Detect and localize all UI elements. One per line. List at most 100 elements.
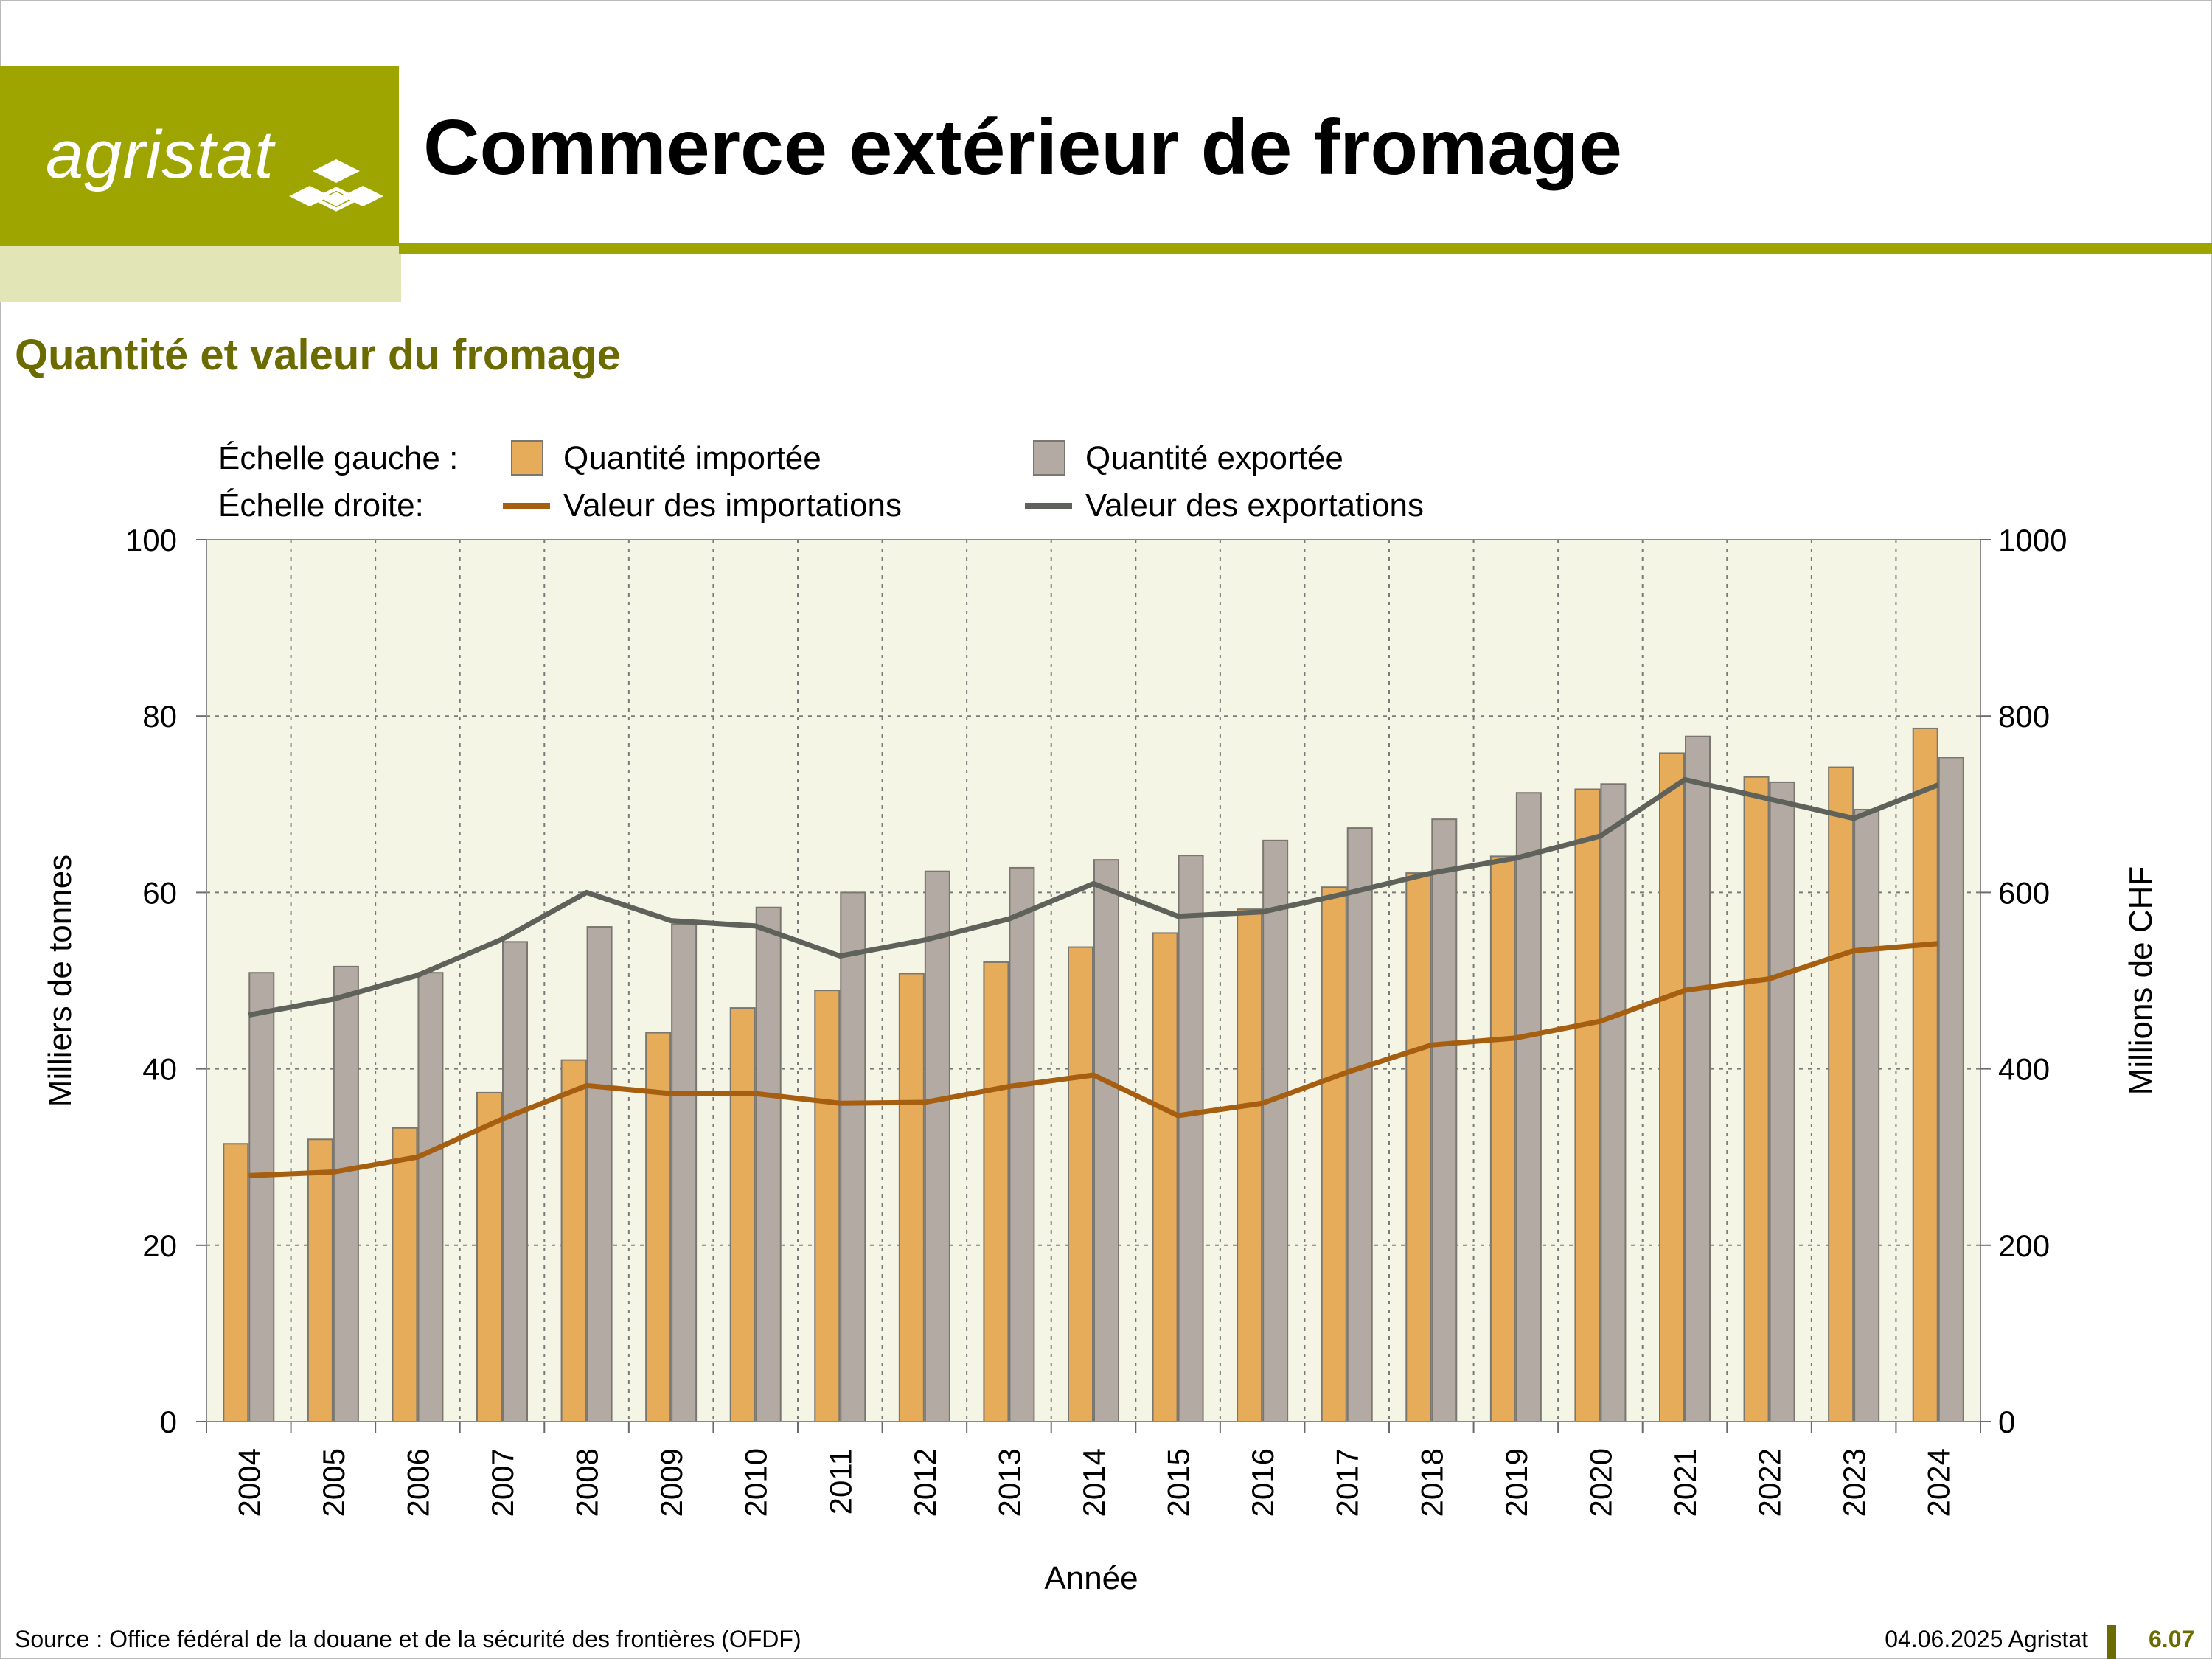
bar-export-quantity <box>1431 818 1458 1422</box>
bar-import-quantity <box>1321 886 1347 1422</box>
y2-tick-label: 400 <box>1998 1052 2050 1087</box>
chart-subtitle: Quantité et valeur du fromage <box>15 331 621 379</box>
agristat-logo <box>0 66 399 246</box>
bar-export-quantity <box>1262 839 1289 1423</box>
y2-tick-label: 600 <box>1998 875 2050 910</box>
x-tick-label: 2017 <box>1330 1448 1365 1517</box>
y-tick-label: 60 <box>142 875 177 910</box>
bar-export-quantity <box>1854 808 1880 1422</box>
y2-axis-title: Millions de CHF <box>2123 866 2159 1096</box>
x-tick-label: 2019 <box>1499 1448 1534 1517</box>
bar-import-quantity <box>814 990 841 1422</box>
x-tick-label: 2016 <box>1245 1448 1280 1517</box>
bar-import-quantity <box>560 1059 587 1422</box>
bar-export-quantity <box>1009 866 1035 1422</box>
legend-left-scale-label: Échelle gauche : <box>218 440 458 476</box>
bar-export-quantity <box>586 926 613 1422</box>
bar-export-quantity <box>1600 783 1627 1422</box>
logo-underband <box>0 246 401 302</box>
page-title: Commerce extérieur de fromage <box>423 104 1622 191</box>
bar-import-quantity <box>1828 766 1854 1422</box>
bar-export-quantity <box>1093 859 1119 1422</box>
x-tick-label: 2004 <box>232 1448 266 1517</box>
title-rule <box>399 243 2212 254</box>
bar-import-quantity <box>729 1007 756 1423</box>
y2-tick-label: 200 <box>1998 1228 2050 1263</box>
bar-export-quantity <box>333 965 359 1422</box>
bar-import-quantity <box>1659 752 1685 1422</box>
x-tick-label: 2012 <box>908 1448 942 1517</box>
bar-export-quantity <box>755 906 782 1423</box>
x-tick-label: 2020 <box>1583 1448 1618 1517</box>
x-tick-label: 2007 <box>485 1448 520 1517</box>
bar-export-quantity <box>248 972 275 1422</box>
legend-label-import-value: Valeur des importations <box>563 487 902 524</box>
x-tick-label: 2008 <box>570 1448 605 1517</box>
y-tick-label: 40 <box>142 1052 177 1087</box>
bar-import-quantity <box>1574 788 1601 1422</box>
x-tick-label: 2006 <box>400 1448 435 1517</box>
bar-import-quantity <box>1743 776 1770 1422</box>
bar-import-quantity <box>476 1091 502 1422</box>
bar-export-quantity <box>502 941 528 1422</box>
x-axis-title: Année <box>1044 1560 1138 1596</box>
bar-export-quantity <box>1515 792 1542 1422</box>
legend-label-export-value: Valeur des exportations <box>1085 487 1424 524</box>
legend-label-import-quantity: Quantité importée <box>563 440 821 476</box>
line-import-value <box>248 941 1939 1178</box>
logo-diamonds-icon <box>289 159 383 212</box>
bar-export-quantity <box>671 923 698 1423</box>
bar-import-quantity <box>223 1143 249 1422</box>
y2-tick-label: 800 <box>1998 699 2050 734</box>
x-tick-label: 2021 <box>1668 1448 1703 1517</box>
y-axis-title: Milliers de tonnes <box>42 855 78 1107</box>
bar-import-quantity <box>1405 872 1432 1422</box>
bar-import-quantity <box>392 1127 418 1423</box>
bar-import-quantity <box>1152 932 1178 1422</box>
x-tick-label: 2011 <box>823 1448 858 1514</box>
bar-export-quantity <box>1769 781 1795 1422</box>
y2-tick-label: 0 <box>1998 1405 2015 1439</box>
y-tick-label: 100 <box>125 523 177 557</box>
source-note: Source : Office fédéral de la douane et … <box>15 1626 801 1652</box>
bar-export-quantity <box>417 972 444 1422</box>
bar-import-quantity <box>307 1138 333 1423</box>
bar-import-quantity <box>1489 855 1516 1422</box>
x-tick-label: 2015 <box>1161 1448 1196 1517</box>
legend-swatch-import-quantity <box>511 440 543 476</box>
x-tick-label: 2022 <box>1753 1448 1787 1517</box>
y-tick-label: 0 <box>160 1405 177 1439</box>
legend-swatch-export-quantity <box>1033 440 1065 476</box>
page-number: 6.07 <box>2149 1626 2195 1652</box>
bar-import-quantity <box>1237 908 1263 1422</box>
bar-export-quantity <box>1178 855 1204 1422</box>
y-tick-label: 80 <box>142 699 177 734</box>
y-tick-label: 20 <box>142 1228 177 1263</box>
footer-divider <box>2107 1625 2116 1659</box>
bar-import-quantity <box>1912 727 1938 1422</box>
x-tick-label: 2013 <box>992 1448 1026 1517</box>
bar-export-quantity <box>840 891 866 1422</box>
x-tick-label: 2009 <box>654 1448 689 1517</box>
x-tick-label: 2023 <box>1837 1448 1871 1517</box>
x-tick-label: 2024 <box>1921 1448 1956 1517</box>
bar-export-quantity <box>1685 735 1711 1422</box>
footer-date: 04.06.2025 Agristat <box>1885 1626 2088 1652</box>
x-tick-label: 2010 <box>739 1448 773 1517</box>
plot-border <box>206 539 1981 1422</box>
bar-import-quantity <box>898 973 925 1422</box>
bar-export-quantity <box>1346 827 1373 1423</box>
line-export-value <box>248 776 1940 1018</box>
bar-import-quantity <box>983 961 1009 1423</box>
y2-tick-label: 1000 <box>1998 523 2067 557</box>
logo-text: agristat <box>46 117 274 192</box>
bar-export-quantity <box>1938 757 1964 1422</box>
bar-export-quantity <box>924 870 950 1423</box>
legend-label-export-quantity: Quantité exportée <box>1085 440 1343 476</box>
x-tick-label: 2018 <box>1414 1448 1449 1517</box>
bar-import-quantity <box>645 1032 672 1422</box>
x-tick-label: 2005 <box>316 1448 351 1517</box>
legend-right-scale-label: Échelle droite: <box>218 487 424 524</box>
bar-import-quantity <box>1068 946 1093 1422</box>
